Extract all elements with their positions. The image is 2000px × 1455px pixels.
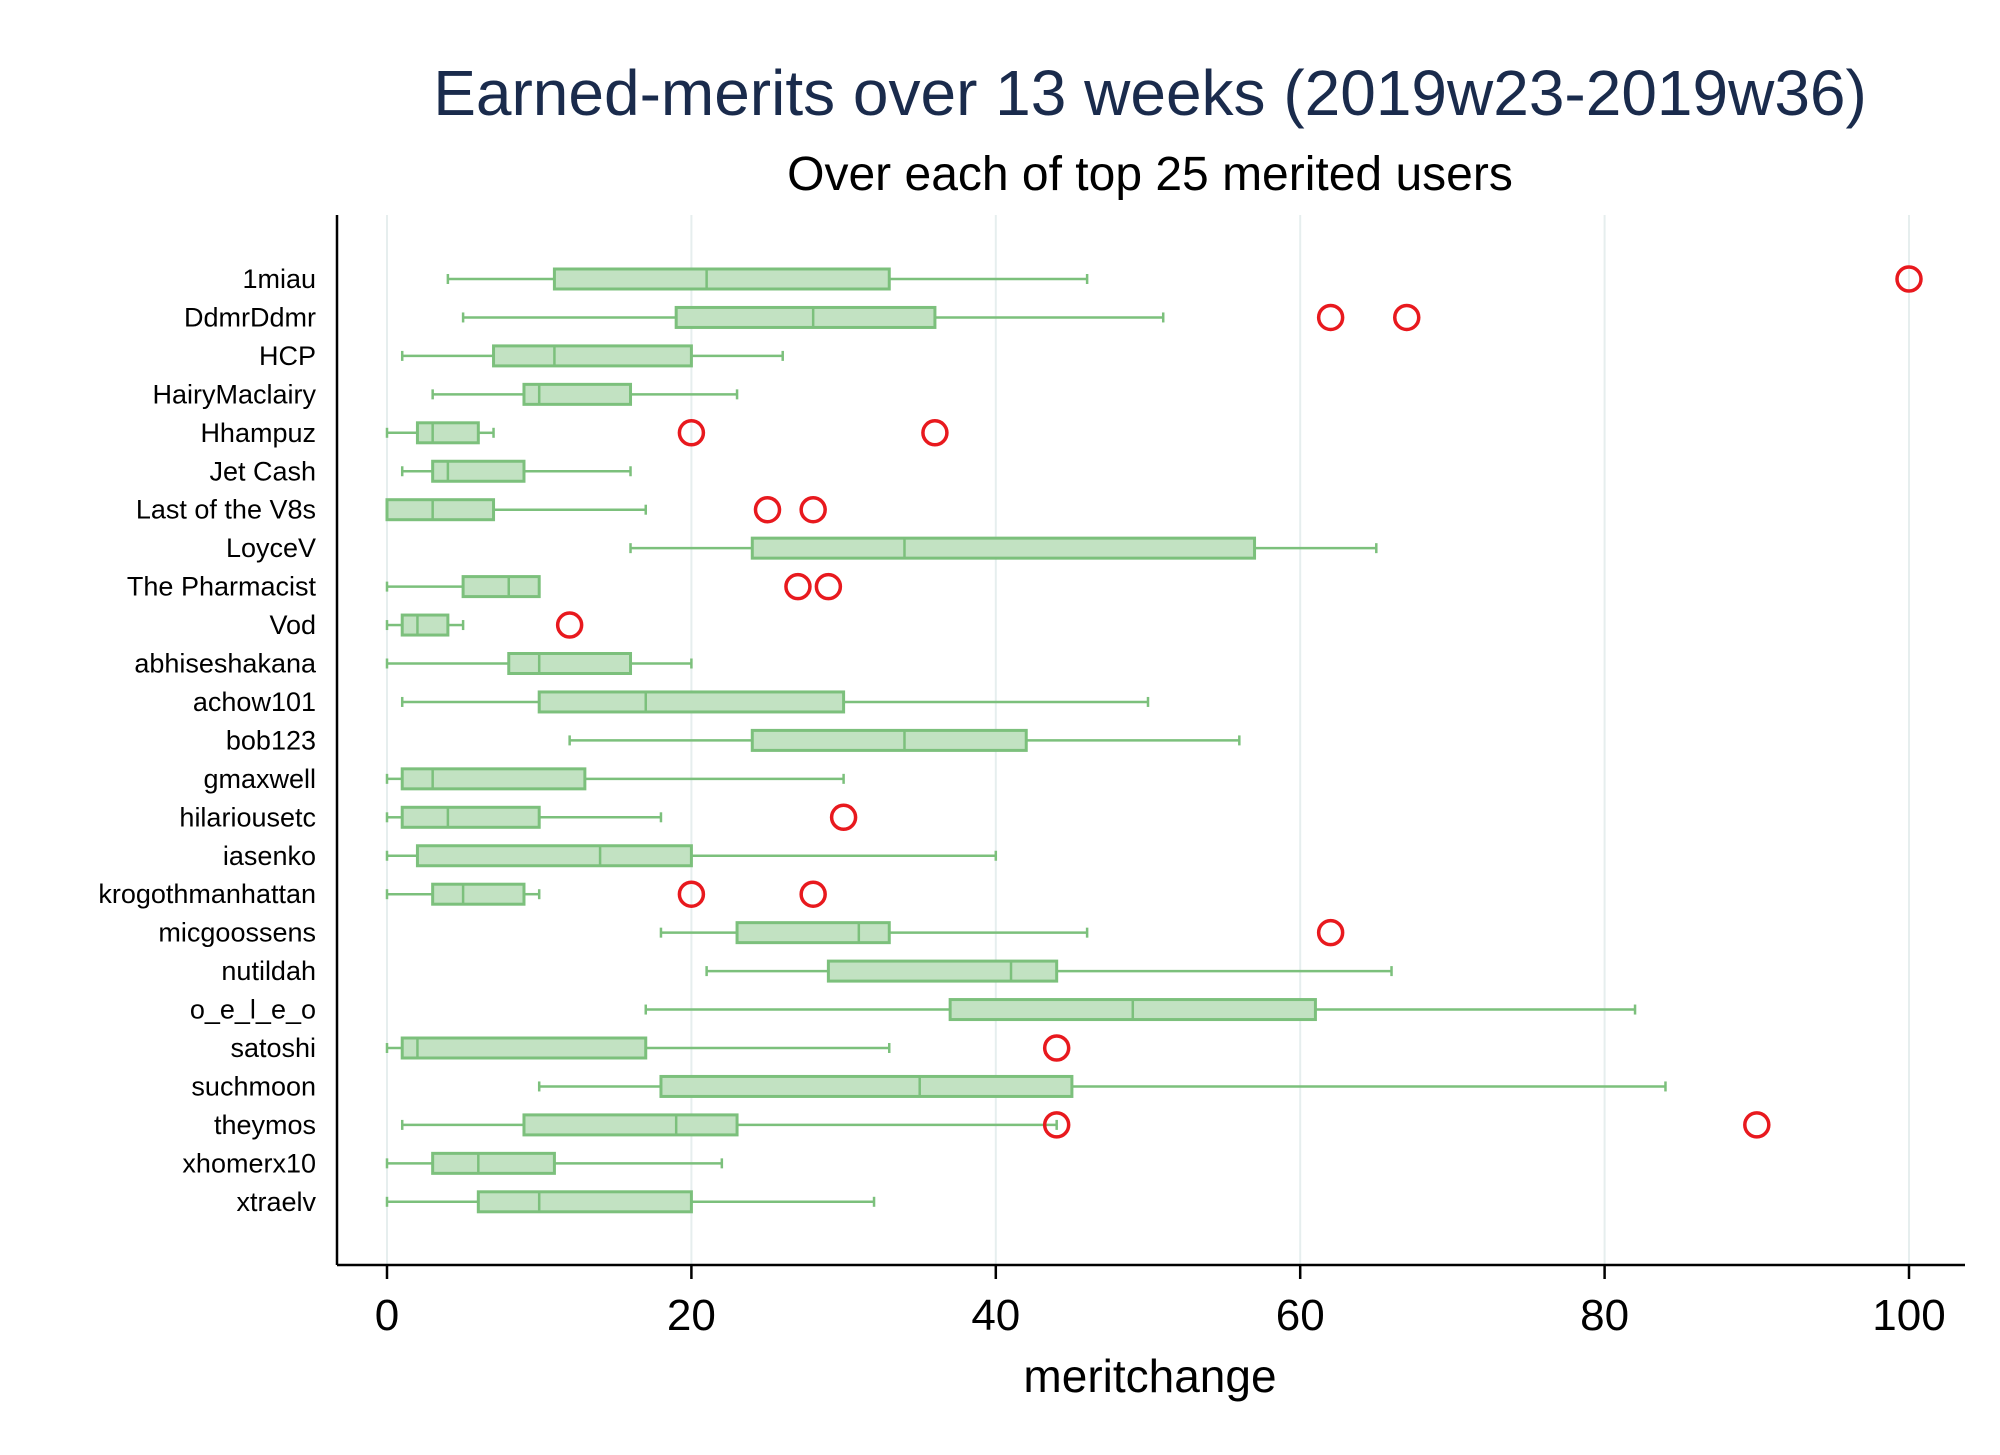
category-label: Last of the V8s — [136, 495, 316, 525]
outlier-point — [1316, 303, 1345, 332]
outlier-point — [555, 611, 584, 639]
outlier-point — [677, 880, 706, 908]
iqr-box — [552, 267, 891, 291]
outlier-point — [784, 572, 812, 601]
category-label: bob123 — [226, 725, 316, 755]
iqr-box — [400, 805, 541, 829]
x-tick-label: 0 — [375, 1291, 399, 1340]
iqr-box — [674, 305, 937, 329]
outlier-point — [1042, 1111, 1071, 1139]
category-label: xtraelv — [236, 1187, 316, 1217]
iqr-box — [385, 498, 496, 522]
category-label: The Pharmacist — [127, 572, 317, 602]
category-label: suchmoon — [191, 1071, 316, 1101]
category-label: Hhampuz — [200, 418, 316, 448]
iqr-box — [492, 344, 693, 368]
iqr-box — [431, 882, 526, 906]
category-label: gmaxwell — [203, 764, 316, 794]
outlier-point — [799, 880, 827, 908]
outlier-point — [814, 572, 843, 601]
outlier-point — [1316, 918, 1345, 947]
x-axis-title: meritchange — [1023, 1350, 1276, 1402]
x-tick-label: 100 — [1872, 1291, 1945, 1340]
category-label: theymos — [214, 1110, 316, 1140]
category-labels: 1miau DdmrDdmr HCP HairyMaclairy Hhampuz Jet … — [98, 264, 317, 1217]
x-tick-label: 60 — [1276, 1291, 1325, 1340]
x-tick-label: 40 — [971, 1291, 1020, 1340]
iqr-box — [826, 959, 1059, 983]
outlier-point — [753, 495, 782, 524]
iqr-box — [431, 1151, 556, 1175]
category-label: krogothmanhattan — [98, 879, 316, 909]
iqr-box — [507, 652, 633, 675]
category-label: LoyceV — [226, 533, 316, 563]
iqr-box — [461, 575, 541, 599]
iqr-box — [750, 728, 1028, 752]
iqr-box — [476, 1190, 693, 1214]
outlier-point — [921, 419, 949, 447]
outlier-point — [1392, 303, 1421, 332]
boxes — [385, 265, 1923, 1214]
outlier-point — [1042, 1034, 1071, 1062]
category-label: abhiseshakana — [134, 649, 317, 679]
iqr-box — [415, 421, 480, 445]
category-label: nutildah — [221, 956, 316, 986]
iqr-box — [415, 844, 693, 868]
iqr-box — [522, 1113, 739, 1137]
category-label: Jet Cash — [209, 456, 316, 486]
category-label: hilariousetc — [179, 802, 316, 832]
iqr-box — [659, 1074, 1074, 1098]
iqr-box — [537, 690, 846, 714]
x-tick-label: 80 — [1580, 1291, 1629, 1340]
category-label: HairyMaclairy — [152, 379, 316, 409]
x-tick-label: 20 — [667, 1291, 716, 1340]
category-label: micgoossens — [158, 918, 316, 948]
category-label: iasenko — [223, 841, 316, 871]
chart-subtitle: Over each of top 25 merited users — [787, 148, 1513, 201]
category-label: o_e_l_e_o — [190, 995, 316, 1025]
category-label: xhomerx10 — [182, 1148, 316, 1178]
category-label: 1miau — [242, 264, 316, 294]
iqr-box — [522, 382, 633, 406]
outlier-point — [1895, 265, 1923, 293]
iqr-box — [735, 921, 891, 945]
iqr-box — [400, 767, 587, 791]
category-label: Vod — [269, 610, 316, 640]
iqr-box — [400, 1036, 648, 1060]
iqr-box — [431, 459, 526, 483]
x-axis: 0 20 40 60 80 100 — [335, 215, 1965, 1340]
iqr-box — [400, 613, 450, 637]
outlier-point — [829, 803, 858, 832]
outlier-point — [799, 495, 827, 524]
outlier-point — [677, 419, 706, 447]
category-label: HCP — [259, 341, 316, 371]
category-label: DdmrDdmr — [184, 302, 316, 332]
outlier-point — [1743, 1111, 1771, 1139]
chart-title: Earned-merits over 13 weeks (2019w23-201… — [433, 57, 1867, 129]
category-label: achow101 — [193, 687, 316, 717]
category-label: satoshi — [230, 1033, 316, 1063]
iqr-box — [750, 536, 1257, 560]
